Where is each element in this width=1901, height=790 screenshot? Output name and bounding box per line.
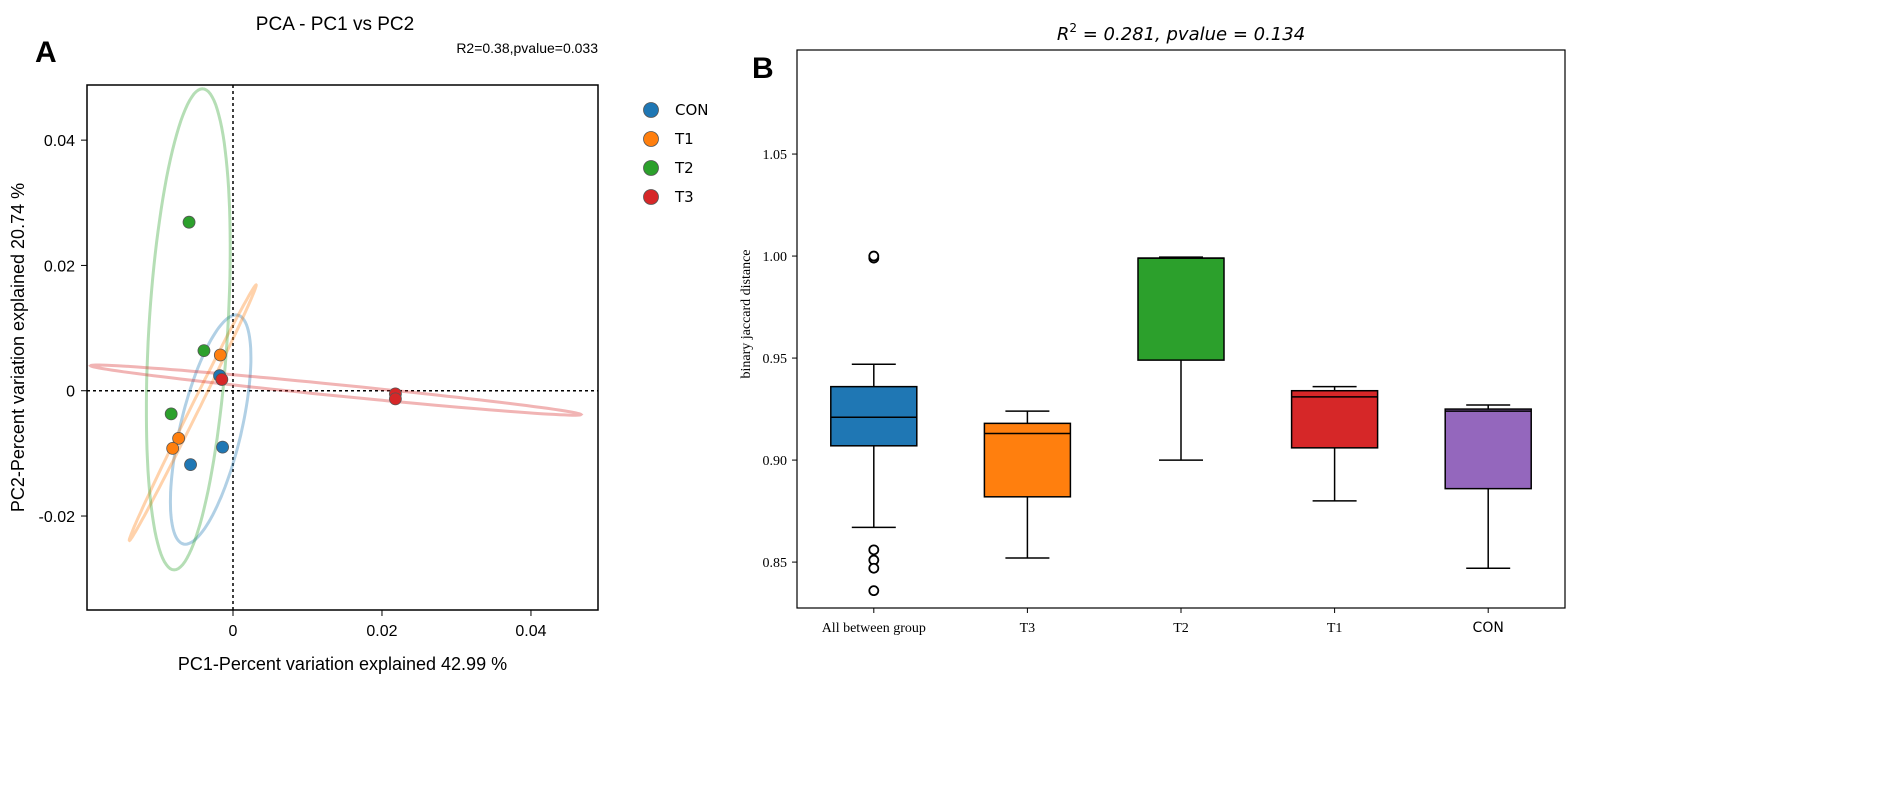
y-tick-label: 1.00	[763, 250, 788, 265]
chart-title: PCA - PC1 vs PC2	[256, 14, 414, 35]
legend-marker-t1	[643, 131, 659, 147]
box-iqr	[1290, 389, 1379, 449]
y-tick-label: 0	[66, 384, 75, 401]
legend-marker-t2	[643, 160, 659, 176]
data-point-t2	[182, 215, 196, 229]
box-t2	[1137, 256, 1225, 461]
legend-marker-con	[643, 102, 659, 118]
y-tick-label: 1.05	[763, 148, 788, 163]
y-tick-label: 0.04	[44, 133, 75, 150]
box-all-between-group	[830, 250, 918, 597]
legend-label-t3: T3	[674, 188, 694, 206]
x-axis-label: PC1-Percent variation explained 42.99 %	[178, 654, 507, 674]
x-tick-label: T3	[1020, 621, 1036, 636]
data-point-con	[216, 440, 229, 454]
box-t1	[1290, 385, 1379, 502]
panel-label-b: B	[752, 52, 774, 85]
y-axis-label: PC2-Percent variation explained 20.74 %	[8, 183, 28, 512]
x-tick-label: 0	[229, 623, 238, 640]
panel-b-boxplot: B R2 = 0.281, pvalue = 0.134 0.85 0.90 0.95 1…	[739, 21, 1566, 636]
legend-label-t1: T1	[674, 130, 694, 148]
legend-label-con: CON	[675, 101, 709, 119]
panel-label-a: A	[35, 36, 57, 69]
confidence-ellipse-t3	[88, 363, 584, 417]
data-point-t1	[166, 441, 180, 455]
outlier-point	[868, 585, 880, 597]
data-point-t3	[215, 373, 229, 386]
x-tick-label: T1	[1327, 621, 1343, 636]
x-tick-label: CON	[1473, 620, 1504, 636]
box-iqr	[1137, 257, 1225, 361]
title-r: R	[1057, 24, 1070, 45]
y-tick-label: 0.02	[44, 258, 75, 275]
stats-annotation: R2=0.38,pvalue=0.033	[456, 40, 598, 56]
y-tick-label: 0.85	[763, 556, 788, 571]
box-t3	[983, 410, 1072, 559]
legend-marker-t3	[643, 189, 659, 205]
data-point-t1	[172, 431, 186, 445]
panel-a-pca: A PCA - PC1 vs PC2 R2=0.38,pvalue=0.033 0 0.…	[8, 14, 709, 674]
data-point-con	[184, 458, 197, 472]
chart-title: R2 = 0.281, pvalue = 0.134	[1057, 21, 1305, 45]
plot-frame	[86, 84, 599, 611]
y-tick-label: -0.02	[39, 509, 76, 526]
data-point-t1	[213, 348, 227, 362]
outlier-point	[868, 562, 880, 574]
outlier-point	[868, 250, 880, 262]
box-con	[1444, 404, 1532, 569]
box-iqr	[1444, 408, 1532, 490]
x-tick-label: All between group	[822, 621, 926, 636]
confidence-ellipse-con	[168, 313, 253, 546]
plot-area	[88, 87, 584, 572]
title-rest: = 0.281, pvalue = 0.134	[1077, 24, 1305, 45]
box-iqr	[830, 385, 918, 447]
x-tick-label: 0.02	[366, 623, 397, 640]
legend: CON T1 T2 T3	[643, 101, 709, 206]
y-tick-label: 0.95	[763, 352, 788, 367]
data-point-t2	[164, 407, 178, 421]
title-superscript: 2	[1069, 21, 1077, 35]
legend-label-t2: T2	[674, 159, 694, 177]
box-iqr	[983, 422, 1072, 498]
x-tick-label: 0.04	[515, 623, 546, 640]
y-tick-label: 0.90	[763, 454, 788, 469]
outlier-point	[868, 544, 880, 556]
y-axis-label: binary jaccard distance	[739, 249, 754, 378]
data-point-t2	[197, 344, 211, 358]
confidence-ellipse-t2	[144, 87, 232, 572]
x-tick-label: T2	[1173, 621, 1189, 636]
data-point-t3	[388, 392, 402, 406]
